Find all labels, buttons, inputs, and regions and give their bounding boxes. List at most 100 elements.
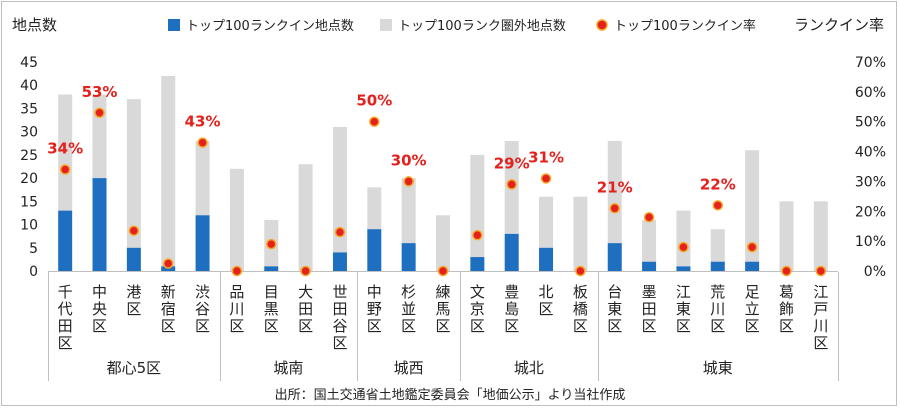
x-tick-label: 区 bbox=[607, 317, 622, 335]
bar-in bbox=[504, 233, 519, 271]
x-tick-label: 並 bbox=[401, 300, 416, 318]
bar-in bbox=[710, 261, 725, 271]
x-tick-label: 区 bbox=[435, 317, 450, 335]
x-tick-label: 川 bbox=[229, 300, 244, 318]
x-tick-label: 江 bbox=[813, 283, 828, 301]
bar-out bbox=[401, 178, 416, 244]
x-tick-label: 区 bbox=[745, 317, 760, 335]
y-right-title: ランクイン率 bbox=[794, 16, 884, 34]
x-tick-label: 荒 bbox=[710, 283, 725, 301]
legend-marker-in bbox=[168, 19, 180, 31]
rate-label: 29% bbox=[494, 154, 530, 172]
y-right-tick: 0% bbox=[864, 264, 886, 280]
rate-label: 21% bbox=[597, 178, 633, 196]
y-left-tick: 0 bbox=[29, 264, 38, 280]
group-label: 城東 bbox=[703, 359, 733, 377]
rate-dot bbox=[162, 258, 174, 269]
x-tick-label: 宿 bbox=[161, 300, 176, 318]
x-tick-label: 足 bbox=[745, 283, 760, 301]
x-tick-label: 区 bbox=[367, 317, 382, 335]
x-tick-label: 世 bbox=[332, 283, 347, 301]
bar-out bbox=[367, 187, 382, 230]
bar-out bbox=[745, 150, 760, 262]
x-tick-label: 新 bbox=[161, 283, 176, 301]
bar-out bbox=[195, 140, 210, 216]
rate-dot bbox=[369, 116, 380, 127]
rate-dot bbox=[472, 229, 483, 241]
x-tick-label: 区 bbox=[539, 300, 554, 318]
rate-dot bbox=[678, 241, 689, 253]
y-right-tick: 20% bbox=[855, 204, 886, 220]
x-tick-label: 目 bbox=[264, 283, 279, 301]
x-tick-label: 区 bbox=[642, 317, 657, 335]
rate-dot bbox=[540, 173, 552, 184]
x-tick-label: 橋 bbox=[573, 300, 588, 318]
x-tick-label: 墨 bbox=[642, 283, 657, 301]
x-tick-label: 川 bbox=[813, 317, 828, 335]
y-right-tick: 30% bbox=[855, 174, 886, 190]
x-tick-label: 区 bbox=[401, 317, 416, 335]
bar-in bbox=[401, 243, 416, 271]
rate-dot bbox=[197, 137, 208, 148]
bar-out bbox=[126, 99, 141, 248]
x-tick-label: 渋 bbox=[195, 283, 210, 301]
bar-in bbox=[539, 247, 554, 271]
x-tick-label: 東 bbox=[676, 300, 691, 318]
x-tick-label: 田 bbox=[332, 300, 347, 318]
y-left-tick: 40 bbox=[20, 78, 38, 94]
y-left-tick: 45 bbox=[20, 55, 38, 71]
x-tick-label: 馬 bbox=[435, 300, 450, 318]
bar-in bbox=[195, 215, 210, 271]
rate-dot bbox=[128, 225, 140, 236]
x-tick-label: 区 bbox=[195, 317, 210, 335]
bar-out bbox=[642, 219, 657, 262]
rate-label: 43% bbox=[185, 113, 221, 131]
bar-out bbox=[676, 210, 691, 267]
x-tick-label: 区 bbox=[126, 300, 141, 318]
x-tick-label: 区 bbox=[264, 317, 279, 335]
bar-out bbox=[332, 127, 347, 253]
rate-label: 50% bbox=[356, 92, 392, 110]
rate-dot bbox=[712, 200, 724, 211]
x-tick-label: 田 bbox=[642, 300, 657, 318]
x-tick-label: 江 bbox=[676, 283, 691, 301]
bar-in bbox=[470, 257, 485, 271]
y-left-tick: 10 bbox=[20, 218, 38, 234]
rate-dot bbox=[300, 265, 311, 277]
rate-dot bbox=[643, 212, 655, 223]
bar-out bbox=[436, 215, 450, 271]
bar-in bbox=[676, 266, 691, 271]
bar-in bbox=[92, 178, 107, 271]
bar-in bbox=[642, 261, 657, 271]
x-tick-label: 田 bbox=[58, 317, 73, 335]
x-tick-label: 谷 bbox=[195, 300, 210, 318]
x-tick-label: 区 bbox=[58, 334, 73, 352]
x-tick-label: 中 bbox=[92, 283, 107, 301]
rate-dot bbox=[94, 107, 105, 119]
x-tick-label: 川 bbox=[710, 300, 725, 318]
rate-label: 53% bbox=[82, 83, 118, 101]
rate-dot bbox=[403, 176, 414, 187]
y-left-tick: 30 bbox=[20, 125, 38, 141]
group-label: 城西 bbox=[394, 359, 424, 377]
x-tick-label: 谷 bbox=[332, 317, 347, 335]
y-right-tick: 50% bbox=[855, 115, 886, 131]
x-tick-label: 区 bbox=[813, 334, 828, 352]
x-tick-label: 大 bbox=[298, 283, 313, 301]
x-tick-label: 島 bbox=[504, 300, 519, 318]
bar-in bbox=[607, 243, 622, 271]
x-tick-label: 区 bbox=[92, 317, 107, 335]
x-tick-label: 区 bbox=[676, 317, 691, 335]
bar-out bbox=[539, 196, 554, 248]
rate-dot bbox=[266, 238, 277, 250]
bar-out bbox=[229, 168, 244, 271]
group-label: 都心5区 bbox=[107, 359, 162, 377]
source-note: 出所：国土交通省土地鑑定委員会「地価公示」より当社作成 bbox=[275, 387, 626, 403]
rate-label: 31% bbox=[528, 148, 564, 166]
y-left-tick: 5 bbox=[29, 241, 38, 257]
y-right-tick: 10% bbox=[855, 234, 886, 250]
y-left-title: 地点数 bbox=[12, 16, 57, 34]
x-tick-label: 品 bbox=[229, 283, 244, 301]
rate-dot bbox=[609, 203, 620, 214]
